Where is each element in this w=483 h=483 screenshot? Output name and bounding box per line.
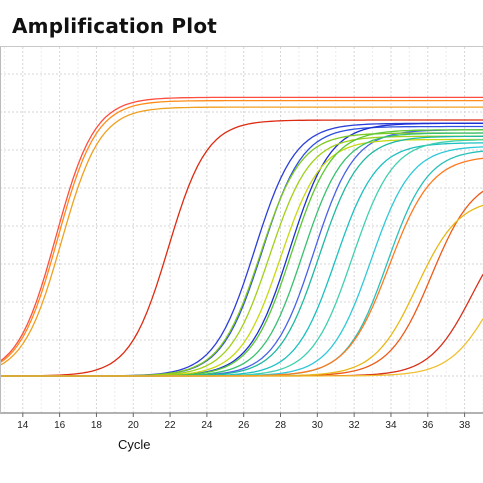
amplification-curves [0,96,483,377]
x-tick-label: 34 [385,420,397,431]
x-axis-ticks: 14 16 18 20 22 24 26 28 30 32 34 36 38 [17,413,471,431]
x-tick-label: 14 [17,420,29,431]
x-tick-label: 16 [54,420,66,431]
amplification-curve-5 [0,122,483,377]
x-tick-label: 36 [422,420,434,431]
plot-axes [0,47,483,414]
x-tick-label: 32 [349,420,361,431]
amplification-curve-1 [0,99,483,364]
amplification-curve-23 [0,318,483,377]
x-tick-label: 28 [275,420,287,431]
amplification-curve-15 [0,142,483,377]
x-tick-label: 22 [165,420,177,431]
x-tick-label: 26 [238,420,250,431]
plot-grid [0,47,483,413]
x-tick-label: 20 [128,420,140,431]
x-tick-label: 30 [312,420,324,431]
amplification-curve-2 [0,106,483,367]
amplification-curve-3 [0,96,483,363]
amplification-curve-6 [0,125,483,377]
x-axis-label: Cycle [118,437,151,452]
amplification-curve-4 [0,119,483,377]
amplification-curve-20 [0,190,483,377]
chart-title: Amplification Plot [12,14,218,38]
x-tick-label: 18 [91,420,103,431]
amplification-curve-8 [0,129,483,377]
x-tick-label: 38 [459,420,471,431]
amplification-curve-12 [0,129,483,377]
amplification-curve-19 [0,157,483,377]
amplification-curve-7 [0,122,483,377]
title-divider [0,46,483,47]
x-tick-label: 24 [201,420,213,431]
